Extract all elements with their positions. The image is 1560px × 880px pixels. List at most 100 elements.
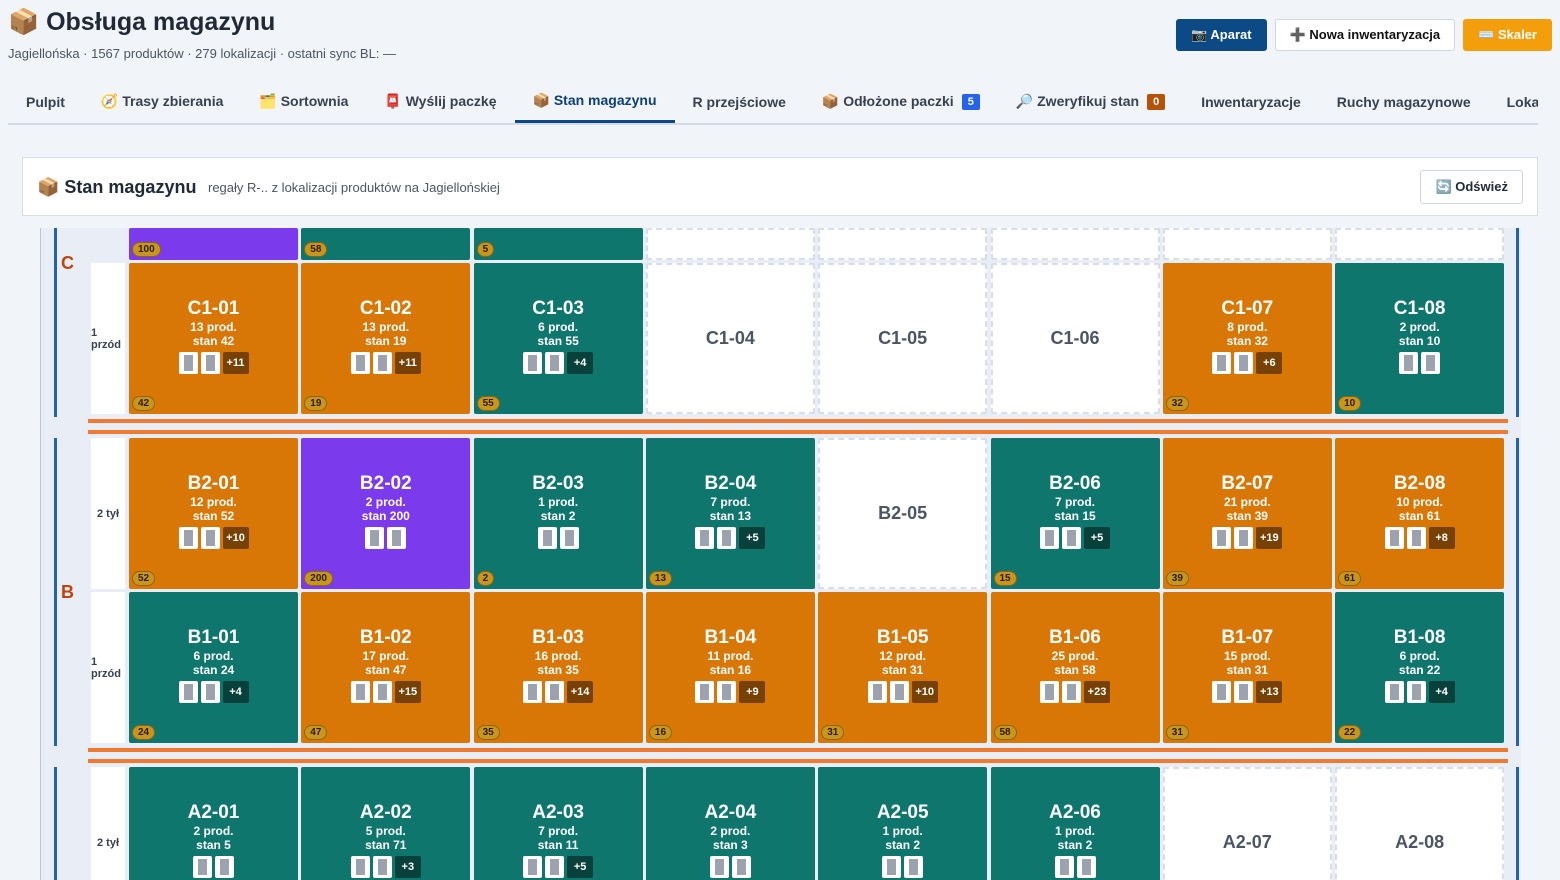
tab[interactable]: 🗂️ Sortownia xyxy=(241,80,366,123)
location-cell[interactable]: B2-03 1 prod. stan 2 2 xyxy=(473,438,643,589)
tab-bar: Pulpit 🧭 Trasy zbierania 🗂️ Sortownia 📮 Wyś… xyxy=(8,80,1538,125)
thumbnail xyxy=(523,856,543,878)
thumbnail xyxy=(717,681,737,703)
tab[interactable]: Lokalizacje xyxy=(1489,80,1538,123)
location-cell[interactable]: C1-04 xyxy=(645,263,815,414)
header-button[interactable]: ⌨️ Skaler xyxy=(1463,19,1552,51)
thumbnail-image xyxy=(355,859,365,875)
thumbnails xyxy=(129,856,298,878)
location-cell[interactable]: A2-02 5 prod. stan 71 +3 xyxy=(301,767,471,880)
thumbnail-image xyxy=(1426,355,1436,371)
tab[interactable]: 📦 Odłożone paczki 5 xyxy=(804,80,998,123)
more-products: +14 xyxy=(567,681,594,703)
refresh-button[interactable]: 🔄 Odśwież xyxy=(1420,170,1523,204)
product-count: 6 prod. xyxy=(1399,649,1440,663)
location-cell[interactable]: B2-01 12 prod. stan 52 +10 52 xyxy=(129,438,298,589)
thumbnail xyxy=(717,527,737,549)
thumbnail-image xyxy=(183,530,193,546)
grid-section xyxy=(54,438,1519,746)
thumbnail-image xyxy=(700,530,710,546)
location-code: B1-03 xyxy=(532,627,584,648)
stock-total: stan 32 xyxy=(1226,334,1268,348)
product-count: 6 prod. xyxy=(193,649,234,663)
more-products: +5 xyxy=(739,527,766,549)
tab[interactable]: 📮 Wyślij paczkę xyxy=(366,80,514,123)
location-cell[interactable]: C1-07 8 prod. stan 32 +6 32 xyxy=(1162,263,1332,414)
thumbnail-image xyxy=(528,859,538,875)
grid-section xyxy=(54,228,1519,417)
tab[interactable]: 🧭 Trasy zbierania xyxy=(83,80,242,123)
thumbnail-image xyxy=(1411,530,1421,546)
more-products: +23 xyxy=(1084,681,1110,703)
thumbnail xyxy=(695,527,715,549)
stock-badge: 58 xyxy=(304,242,328,257)
location-cell[interactable]: B2-08 10 prod. stan 61 +8 61 xyxy=(1335,438,1505,589)
thumbnail-image xyxy=(183,684,193,700)
location-cell[interactable]: B2-04 7 prod. stan 13 +5 13 xyxy=(645,438,815,589)
thumbnail xyxy=(1040,681,1059,703)
product-count: 11 prod. xyxy=(707,649,754,663)
panel-title: 📦 Stan magazynu xyxy=(37,177,197,197)
thumbnail-image xyxy=(872,684,882,700)
thumbnail-image xyxy=(1217,684,1227,700)
stock-total: stan 71 xyxy=(365,838,407,852)
product-count: 1 prod. xyxy=(538,495,579,509)
product-count: 10 prod. xyxy=(1396,495,1443,509)
tab[interactable]: Inwentaryzacje xyxy=(1183,80,1319,123)
stock-badge: 100 xyxy=(132,242,161,257)
location-cell[interactable]: C1-02 13 prod. stan 19 +11 19 xyxy=(301,263,471,414)
location-cell[interactable]: C1-05 xyxy=(818,263,988,414)
thumbnail xyxy=(1399,352,1419,374)
section-label: B xyxy=(61,582,74,602)
location-cell[interactable]: A2-01 2 prod. stan 5 xyxy=(129,767,298,880)
header-button[interactable]: 📷 Aparat xyxy=(1176,19,1267,51)
location-cell[interactable]: B1-04 11 prod. stan 16 +9 16 xyxy=(645,592,815,743)
location-cell[interactable]: B1-07 15 prod. stan 31 +13 31 xyxy=(1162,592,1332,743)
more-products: +6 xyxy=(1256,352,1283,374)
section-separator xyxy=(88,430,1508,434)
location-cell[interactable]: B1-01 6 prod. stan 24 +4 24 xyxy=(129,592,298,743)
tab[interactable]: Pulpit xyxy=(8,80,83,123)
location-cell[interactable]: B2-07 21 prod. stan 39 +19 39 xyxy=(1162,438,1332,589)
stock-total: stan 35 xyxy=(537,663,579,677)
tab[interactable]: 📦 Stan magazynu xyxy=(514,80,675,123)
more-products: +3 xyxy=(394,856,421,878)
thumbnail-image xyxy=(700,684,710,700)
location-cell[interactable]: B2-05 xyxy=(818,438,988,589)
thumbnail xyxy=(1076,856,1096,878)
thumbnail xyxy=(200,527,220,549)
location-cell[interactable]: B2-02 2 prod. stan 200 200 xyxy=(301,438,471,589)
location-cell[interactable]: A2-07 xyxy=(1162,767,1332,880)
location-cell[interactable]: B1-05 12 prod. stan 31 +10 31 xyxy=(818,592,988,743)
location-code: B1-07 xyxy=(1221,627,1274,648)
stock-badge: 39 xyxy=(1165,571,1189,586)
thumbnails: +14 xyxy=(474,681,643,703)
stock-total: stan 31 xyxy=(882,663,924,677)
thumbnail-image xyxy=(355,684,365,700)
thumbnail xyxy=(882,856,902,878)
location-cell[interactable]: B1-02 17 prod. stan 47 +15 47 xyxy=(301,592,471,743)
location-cell[interactable]: A2-04 2 prod. stan 3 xyxy=(645,767,815,880)
location-cell[interactable]: B1-03 16 prod. stan 35 +14 35 xyxy=(473,592,643,743)
location-cell[interactable]: B2-06 7 prod. stan 15 +5 15 xyxy=(990,438,1160,589)
location-cell[interactable]: C1-01 13 prod. stan 42 +11 42 xyxy=(129,263,298,414)
location-cell[interactable]: B1-06 25 prod. stan 58 +23 58 xyxy=(990,592,1160,743)
warehouse-grid: 100 58 5 1 przód C1-01 13 prod. stan 42 +11 42 C1… xyxy=(40,228,1521,880)
location-cell[interactable]: A2-03 7 prod. stan 11 +5 xyxy=(473,767,643,880)
location-cell[interactable]: A2-06 1 prod. stan 2 xyxy=(990,767,1160,880)
location-cell[interactable]: A2-08 xyxy=(1335,767,1505,880)
location-cell[interactable]: B1-08 6 prod. stan 22 +4 22 xyxy=(1335,592,1505,743)
location-cell[interactable]: C1-06 xyxy=(990,263,1160,414)
tab[interactable]: Ruchy magazynowe xyxy=(1319,80,1489,123)
tab[interactable]: R przejściowe xyxy=(675,80,804,123)
more-products: +4 xyxy=(222,681,249,703)
header-button[interactable]: ➕ Nowa inwentaryzacja xyxy=(1274,19,1456,51)
thumbnails: +6 xyxy=(1163,352,1332,374)
location-cell[interactable]: A2-05 1 prod. stan 2 xyxy=(818,767,988,880)
location-cell[interactable]: C1-08 2 prod. stan 10 10 xyxy=(1335,263,1505,414)
tab[interactable]: 🔎 Zweryfikuj stan 0 xyxy=(998,80,1183,123)
stock-badge: 52 xyxy=(132,571,156,586)
location-cell xyxy=(818,228,988,260)
product-count: 2 prod. xyxy=(1399,320,1440,334)
location-cell[interactable]: C1-03 6 prod. stan 55 +4 55 xyxy=(473,263,643,414)
